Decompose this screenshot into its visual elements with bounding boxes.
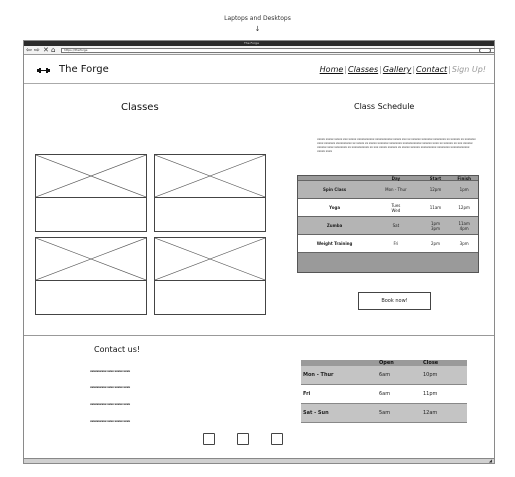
table-cell: Mon - Thur <box>385 187 407 192</box>
table-cell: 6am <box>379 391 391 397</box>
schedule-heading: Class Schedule <box>354 102 415 111</box>
table-row: Spin Class Mon - Thur 12pm 1pm <box>298 181 478 199</box>
opening-hours-table: Open Close Mon - Thur 6am 10pm Fri 6am 1… <box>301 360 467 423</box>
class-card[interactable] <box>154 237 266 315</box>
nav-home-link[interactable]: Home <box>319 65 344 74</box>
placeholder-image <box>155 238 265 280</box>
resize-grip-icon[interactable]: ◢ <box>488 458 492 463</box>
contact-line: xxxxxxxxxx xxxx xxxxx xxxx <box>90 402 130 406</box>
book-now-button[interactable]: Book now! <box>358 292 431 310</box>
contact-line: xxxxxxxxxx xxxx xxxxx xxxx <box>90 385 130 389</box>
site-header: The Forge Home|Classes|Gallery|Contact|S… <box>24 56 494 84</box>
menu-toggle-button[interactable] <box>479 48 491 53</box>
table-cell: Sat - Sun <box>303 410 329 416</box>
table-row: Weight Training Fri 2pm 3pm <box>298 235 478 253</box>
table-cell: 1pm <box>459 187 469 192</box>
table-header-cell: Day <box>391 175 401 181</box>
table-cell: 11am <box>429 205 442 210</box>
table-header-cell: Start <box>429 175 442 181</box>
url-input[interactable]: https://theforge <box>61 48 494 53</box>
table-cell: 11am 4pm <box>458 220 470 231</box>
device-caption: Laptops and Desktops <box>224 15 291 22</box>
table-header-cell: Finish <box>457 175 471 181</box>
class-name-cell: Yoga <box>329 205 341 210</box>
table-header-row: Open Close <box>301 360 467 366</box>
contact-heading: Contact us! <box>94 345 141 354</box>
address-bar: ⇦ ⇨ ✕ ⌂ https://theforge <box>24 46 494 55</box>
browser-titlebar: The Forge <box>24 41 494 46</box>
nav-gallery-link[interactable]: Gallery <box>382 65 412 74</box>
table-cell: 3pm <box>459 241 469 246</box>
table-row: Yoga Tues Wed 11am 12pm <box>298 199 478 217</box>
placeholder-image <box>155 155 265 197</box>
twitter-icon[interactable] <box>271 433 283 445</box>
browser-window: The Forge ⇦ ⇨ ✕ ⌂ https://theforge The F… <box>23 40 495 464</box>
tab-title[interactable]: The Forge <box>244 41 259 45</box>
nav-contact-link[interactable]: Contact <box>416 65 448 74</box>
table-row: Fri 6am 11pm <box>301 385 467 404</box>
table-cell: 6am <box>379 372 391 378</box>
contact-line: xxxxxxxxxx xxxx xxxxx xxxx <box>90 369 130 373</box>
nav-classes-link[interactable]: Classes <box>347 65 379 74</box>
brand-name[interactable]: The Forge <box>59 64 109 75</box>
table-header-cell: Close <box>423 360 439 366</box>
class-name-cell: Zumba <box>326 223 343 228</box>
table-row: Sat - Sun 5am 12am <box>301 404 467 423</box>
back-arrow-icon[interactable]: ⇦ <box>26 46 32 54</box>
close-icon[interactable]: ✕ <box>43 46 49 54</box>
main-nav: Home|Classes|Gallery|Contact|Sign Up! <box>320 65 486 74</box>
card-divider <box>36 197 146 198</box>
home-icon[interactable]: ⌂ <box>51 46 56 54</box>
table-cell: Sat <box>392 223 400 228</box>
class-card[interactable] <box>154 154 266 232</box>
table-cell: 12pm <box>429 187 442 192</box>
class-name-cell: Spin Class <box>323 187 347 192</box>
table-cell: 12am <box>423 410 438 416</box>
table-footer-row <box>298 253 478 272</box>
table-row: Mon - Thur 6am 10pm <box>301 366 467 385</box>
schedule-description: xxxxx xxxxx xxxxx xxx xxxxx xxxxxxxxxxx … <box>317 137 476 153</box>
card-divider <box>155 280 265 281</box>
nav-separator: | <box>448 65 451 74</box>
placeholder-image <box>36 238 146 280</box>
table-header-row: Day Start Finish <box>298 176 478 181</box>
nav-separator: | <box>344 65 347 74</box>
table-cell: Mon - Thur <box>303 372 334 378</box>
section-divider <box>24 335 494 336</box>
instagram-icon[interactable] <box>237 433 249 445</box>
class-card[interactable] <box>35 237 147 315</box>
class-card[interactable] <box>35 154 147 232</box>
schedule-table: Day Start Finish Spin Class Mon - Thur 1… <box>297 175 479 273</box>
card-divider <box>155 197 265 198</box>
nav-separator: | <box>412 65 416 74</box>
table-cell: 12pm <box>458 205 470 210</box>
table-cell: Fri <box>303 391 311 397</box>
status-bar: ◢ <box>24 458 494 463</box>
nav-separator: | <box>379 65 382 74</box>
card-divider <box>36 280 146 281</box>
classes-heading: Classes <box>121 102 159 113</box>
table-cell: 10pm <box>423 372 438 378</box>
table-header-cell: Open <box>379 360 394 366</box>
table-cell: Fri <box>393 241 399 246</box>
contact-line: xxxxxxxxxx xxxx xxxxx xxxx <box>90 419 130 423</box>
facebook-icon[interactable] <box>203 433 215 445</box>
class-name-cell: Weight Training <box>316 241 353 246</box>
table-cell: 5am <box>379 410 391 416</box>
table-cell: 1pm 3pm <box>430 220 440 231</box>
table-cell: 2pm <box>430 241 440 246</box>
nav-signup-link[interactable]: Sign Up! <box>451 65 486 74</box>
table-row: Zumba Sat 1pm 3pm 11am 4pm <box>298 217 478 235</box>
down-arrow-icon: ↓ <box>254 25 261 33</box>
placeholder-image <box>36 155 146 197</box>
table-cell: 11pm <box>423 391 438 397</box>
table-cell: Tues Wed <box>391 202 401 213</box>
forward-arrow-icon[interactable]: ⇨ <box>34 46 40 54</box>
dumbbell-icon[interactable] <box>37 68 50 73</box>
